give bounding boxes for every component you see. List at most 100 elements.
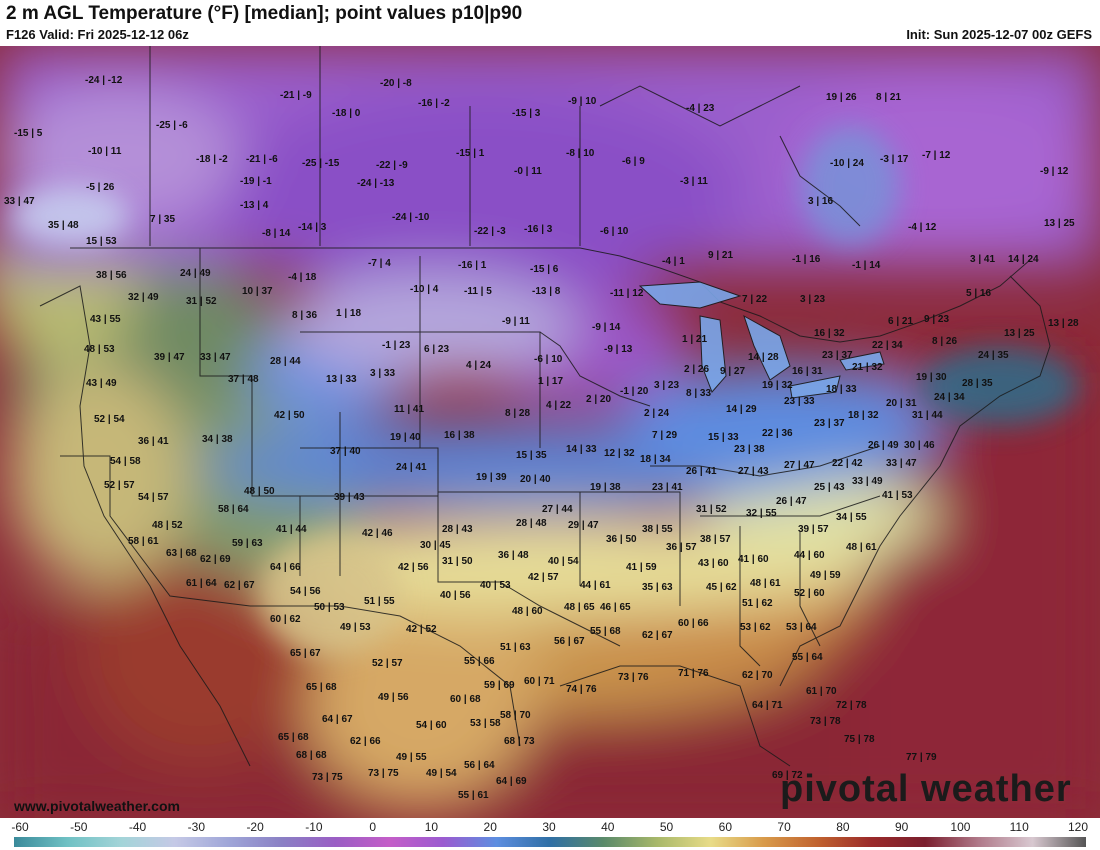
- point-value: 45 | 62: [706, 582, 737, 593]
- point-value: 72 | 78: [836, 700, 867, 711]
- point-value: 4 | 22: [546, 400, 572, 411]
- point-value: 61 | 64: [186, 578, 217, 589]
- point-value: 26 | 49: [868, 440, 899, 451]
- point-value: 11 | 41: [394, 404, 425, 415]
- point-value: 28 | 35: [962, 378, 993, 389]
- point-value: 39 | 47: [154, 352, 185, 363]
- point-value: 42 | 57: [528, 572, 559, 583]
- point-value: 8 | 21: [876, 92, 902, 103]
- point-value: 56 | 67: [554, 636, 585, 647]
- point-value: 38 | 56: [96, 270, 127, 281]
- point-value: -24 | -12: [85, 75, 123, 86]
- point-value: 18 | 32: [848, 410, 879, 421]
- point-value: 2 | 26: [684, 364, 710, 375]
- point-value: -6 | 10: [600, 226, 629, 237]
- point-value: 77 | 79: [906, 752, 937, 763]
- point-value: -13 | 8: [532, 286, 561, 297]
- point-value: 30 | 45: [420, 540, 451, 551]
- point-value: 8 | 36: [292, 310, 318, 321]
- map-title: 2 m AGL Temperature (°F) [median]; point…: [6, 3, 523, 24]
- point-value: 59 | 63: [232, 538, 263, 549]
- point-value: 49 | 55: [396, 752, 427, 763]
- point-value: -11 | 12: [610, 288, 644, 299]
- point-value: 23 | 38: [734, 444, 765, 455]
- point-value: 9 | 23: [924, 314, 950, 325]
- point-value: 73 | 75: [312, 772, 343, 783]
- colorbar-tick-label: -40: [128, 820, 147, 834]
- point-value: -24 | -10: [392, 212, 430, 223]
- point-value: 33 | 47: [4, 196, 35, 207]
- point-value: -16 | 1: [458, 260, 487, 271]
- point-value: 46 | 65: [600, 602, 631, 613]
- point-value: 19 | 30: [916, 372, 947, 383]
- point-value: 1 | 21: [682, 334, 708, 345]
- point-value: -6 | 10: [534, 354, 563, 365]
- colorbar-ramp: [14, 837, 1086, 847]
- point-value: 26 | 41: [686, 466, 717, 477]
- point-value: 3 | 33: [370, 368, 396, 379]
- point-value: 27 | 44: [542, 504, 573, 515]
- point-value: 73 | 75: [368, 768, 399, 779]
- point-value: 43 | 49: [86, 378, 117, 389]
- point-value: 24 | 34: [934, 392, 965, 403]
- point-value: -21 | -6: [246, 154, 278, 165]
- point-value: 31 | 50: [442, 556, 473, 567]
- point-value: 16 | 32: [814, 328, 845, 339]
- temperature-map[interactable]: -24 | -12 -21 | -9 -20 | -8 -16 | -2 -9 | 10…: [0, 46, 1100, 818]
- point-value: 75 | 78: [844, 734, 875, 745]
- point-value: 8 | 28: [505, 408, 531, 419]
- colorbar-tick-label: 120: [1067, 820, 1089, 834]
- point-value: 48 | 61: [846, 542, 877, 553]
- point-value: -15 | 6: [530, 264, 559, 275]
- point-value: 3 | 41: [970, 254, 996, 265]
- point-value: 55 | 66: [464, 656, 495, 667]
- point-value: 53 | 62: [740, 622, 771, 633]
- point-value: 33 | 47: [886, 458, 917, 469]
- point-value: 3 | 23: [800, 294, 826, 305]
- point-value: 51 | 62: [742, 598, 773, 609]
- point-value: 14 | 28: [748, 352, 779, 363]
- point-value: 58 | 70: [500, 710, 531, 721]
- point-value: 19 | 39: [476, 472, 507, 483]
- point-value: -0 | 11: [514, 166, 542, 177]
- point-value: -4 | 12: [908, 222, 937, 233]
- point-value: -8 | 14: [262, 228, 291, 239]
- point-value: 2 | 20: [586, 394, 612, 405]
- point-value: 52 | 60: [794, 588, 825, 599]
- point-value: 60 | 71: [524, 676, 555, 687]
- point-value: 16 | 31: [792, 366, 823, 377]
- point-value: -3 | 17: [880, 154, 909, 165]
- point-value: 62 | 66: [350, 736, 381, 747]
- point-value: 31 | 52: [186, 296, 217, 307]
- point-value: 5 | 16: [966, 288, 992, 299]
- map-header: 2 m AGL Temperature (°F) [median]; point…: [0, 0, 1100, 46]
- point-value: 51 | 63: [500, 642, 531, 653]
- point-value: 54 | 57: [138, 492, 169, 503]
- point-value: 68 | 73: [504, 736, 535, 747]
- colorbar-tick-label: -60: [11, 820, 29, 834]
- point-value: 69 | 72: [772, 770, 803, 781]
- point-value: 14 | 33: [566, 444, 597, 455]
- point-value: 44 | 60: [794, 550, 825, 561]
- point-value: 64 | 67: [322, 714, 353, 725]
- point-value: 74 | 76: [566, 684, 597, 695]
- point-value: 36 | 41: [138, 436, 169, 447]
- point-value: 64 | 69: [496, 776, 527, 787]
- point-value: -13 | 4: [240, 200, 269, 211]
- point-value: 52 | 54: [94, 414, 125, 425]
- point-value: 9 | 21: [708, 250, 734, 261]
- point-value: 2 | 24: [644, 408, 670, 419]
- point-value: 28 | 48: [516, 518, 547, 529]
- point-value: -1 | 16: [792, 254, 821, 265]
- point-value: 64 | 66: [270, 562, 301, 573]
- colorbar-tick-label: -20: [246, 820, 264, 834]
- point-value: 55 | 64: [792, 652, 823, 663]
- point-value: 48 | 52: [152, 520, 183, 531]
- point-value: 24 | 35: [978, 350, 1009, 361]
- point-value: 1 | 18: [336, 308, 362, 319]
- point-value: 48 | 61: [750, 578, 781, 589]
- point-value: 52 | 57: [372, 658, 403, 669]
- point-value: 42 | 46: [362, 528, 393, 539]
- point-value: 13 | 25: [1004, 328, 1035, 339]
- point-value: 62 | 69: [200, 554, 231, 565]
